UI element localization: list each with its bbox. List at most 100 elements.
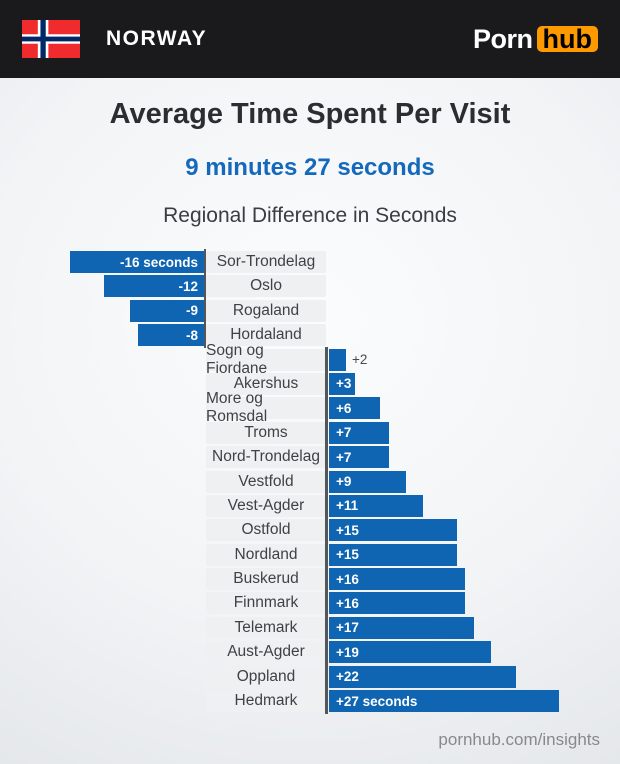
right-bar-zone: +6 (326, 397, 620, 420)
chart-row: Nordland +15 (0, 543, 620, 566)
right-bar-zone: +27 seconds (326, 690, 620, 713)
bar-value-label: +22 (336, 669, 359, 685)
positive-bar: +11 (329, 494, 423, 517)
region-label: Nord-Trondelag (206, 446, 326, 469)
zero-axis-line-negative (203, 249, 206, 348)
negative-bar: -12 (104, 275, 206, 298)
left-bar-zone (0, 592, 206, 614)
left-bar-zone (0, 422, 206, 444)
bar-value-label: -16 seconds (119, 254, 198, 270)
left-bar-zone (0, 349, 206, 371)
negative-bar: -16 seconds (70, 251, 206, 273)
region-label: Buskerud (206, 568, 326, 591)
positive-bar: +22 (329, 665, 516, 688)
pornhub-logo: Porn hub (473, 24, 598, 55)
right-bar-zone (326, 275, 620, 297)
positive-bar: +7 (329, 421, 389, 444)
right-bar-zone: +16 (326, 592, 620, 615)
left-bar-zone (0, 373, 206, 395)
left-bar-zone (0, 617, 206, 639)
left-bar-zone (0, 666, 206, 688)
right-bar-zone: +22 (326, 665, 620, 688)
positive-bar: +3 (329, 372, 355, 395)
right-bar-zone: +9 (326, 470, 620, 493)
region-label: Rogaland (206, 299, 326, 322)
region-label: Sogn og Fjordane (206, 342, 326, 377)
region-label: Sor-Trondelag (206, 251, 326, 273)
bar-value-label: +17 (336, 620, 359, 636)
right-bar-zone (326, 251, 620, 273)
diverging-bar-chart: -16 seconds Sor-Trondelag -12 Oslo -9 Rogalan… (0, 249, 620, 714)
right-bar-zone: +7 (326, 421, 620, 444)
chart-heading: Regional Difference in Seconds (163, 204, 457, 227)
region-label: Troms (206, 421, 326, 444)
chart-row: Hedmark +27 seconds (0, 690, 620, 713)
average-time-value: 9 minutes 27 seconds (185, 154, 435, 181)
right-bar-zone: +15 (326, 543, 620, 566)
page-title: Average Time Spent Per Visit (109, 98, 511, 130)
positive-bar: +15 (329, 519, 457, 542)
positive-bar: +7 (329, 446, 389, 469)
chart-row: -16 seconds Sor-Trondelag (0, 251, 620, 273)
region-label: Finnmark (206, 592, 326, 615)
logo-text-hub: hub (536, 26, 598, 53)
bar-value-label: +7 (336, 425, 352, 441)
chart-row: Buskerud +16 (0, 568, 620, 591)
region-label: Aust-Agder (206, 641, 326, 664)
chart-row: Aust-Agder +19 (0, 641, 620, 664)
right-bar-zone (326, 300, 620, 322)
chart-row: Vest-Agder +11 (0, 494, 620, 517)
region-label: Hedmark (206, 690, 326, 713)
left-bar-zone (0, 641, 206, 663)
left-bar-zone: -16 seconds (0, 251, 206, 273)
chart-row: More og Romsdal +6 (0, 390, 620, 425)
positive-bar: +6 (329, 397, 380, 420)
bar-value-label: +6 (336, 400, 352, 416)
positive-bar: +9 (329, 470, 406, 493)
region-label: More og Romsdal (206, 390, 326, 425)
left-bar-zone (0, 519, 206, 541)
region-label: Hordaland (206, 324, 326, 347)
zero-axis-line-positive (325, 346, 328, 714)
chart-row: -9 Rogaland (0, 299, 620, 322)
region-label: Oppland (206, 665, 326, 688)
right-bar-zone: +2 (326, 348, 620, 371)
bar-value-label: +15 (336, 522, 359, 538)
chart-rows: -16 seconds Sor-Trondelag -12 Oslo -9 Rogalan… (0, 251, 620, 713)
chart-row: Troms +7 (0, 421, 620, 444)
positive-bar: +19 (329, 641, 491, 664)
right-bar-zone: +15 (326, 519, 620, 542)
right-bar-zone: +7 (326, 446, 620, 469)
bar-value-label: +16 (336, 571, 359, 587)
right-bar-zone: +3 (326, 372, 620, 395)
positive-bar (329, 348, 346, 371)
right-bar-zone (326, 324, 620, 346)
positive-bar: +16 (329, 592, 465, 615)
bar-value-label: +2 (352, 351, 368, 367)
region-label: Oslo (206, 275, 326, 298)
positive-bar: +16 (329, 568, 465, 591)
left-bar-zone (0, 568, 206, 590)
logo-text-porn: Porn (473, 23, 533, 54)
positive-bar: +17 (329, 616, 474, 639)
chart-row: Sogn og Fjordane +2 (0, 342, 620, 377)
chart-row: Akershus +3 (0, 372, 620, 395)
chart-row: Telemark +17 (0, 616, 620, 639)
bar-value-label: +7 (336, 449, 352, 465)
right-bar-zone: +16 (326, 568, 620, 591)
chart-row: Vestfold +9 (0, 470, 620, 493)
bar-value-label: +16 (336, 595, 359, 611)
right-bar-zone: +19 (326, 641, 620, 664)
negative-bar: -9 (129, 299, 206, 322)
right-bar-zone: +17 (326, 616, 620, 639)
chart-row: Ostfold +15 (0, 519, 620, 542)
left-bar-zone (0, 690, 206, 712)
positive-bar: +15 (329, 543, 457, 566)
region-label: Ostfold (206, 519, 326, 542)
bar-value-label: -8 (185, 327, 198, 343)
region-label: Telemark (206, 616, 326, 639)
chart-row: Finnmark +16 (0, 592, 620, 615)
chart-row: Oppland +22 (0, 665, 620, 688)
left-bar-zone: -8 (0, 324, 206, 347)
left-bar-zone (0, 471, 206, 493)
